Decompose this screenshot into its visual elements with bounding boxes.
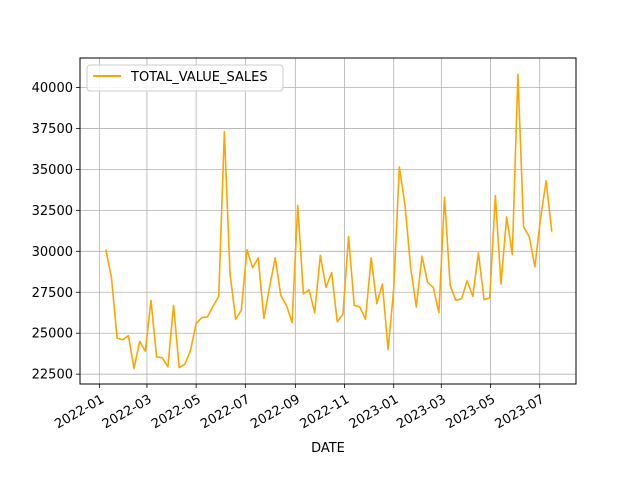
series-layer xyxy=(105,73,553,370)
x-axis-title: DATE xyxy=(311,441,345,456)
axis-ticks xyxy=(76,87,541,388)
y-tick-label: 40000 xyxy=(32,81,73,96)
series-line-total-value-sales xyxy=(105,73,553,370)
grid xyxy=(80,58,576,384)
y-tick-label: 37500 xyxy=(32,122,73,137)
y-tick-label: 22500 xyxy=(32,368,73,383)
y-tick-label: 27500 xyxy=(32,286,73,301)
y-tick-label: 32500 xyxy=(32,204,73,219)
y-tick-label: 30000 xyxy=(32,245,73,260)
legend-box xyxy=(86,64,284,92)
y-tick-label: 25000 xyxy=(32,327,73,342)
y-tick-label: 35000 xyxy=(32,163,73,178)
plot-frame xyxy=(79,57,577,385)
legend: TOTAL_VALUE_SALES xyxy=(86,64,284,92)
legend-label: TOTAL_VALUE_SALES xyxy=(130,70,268,85)
